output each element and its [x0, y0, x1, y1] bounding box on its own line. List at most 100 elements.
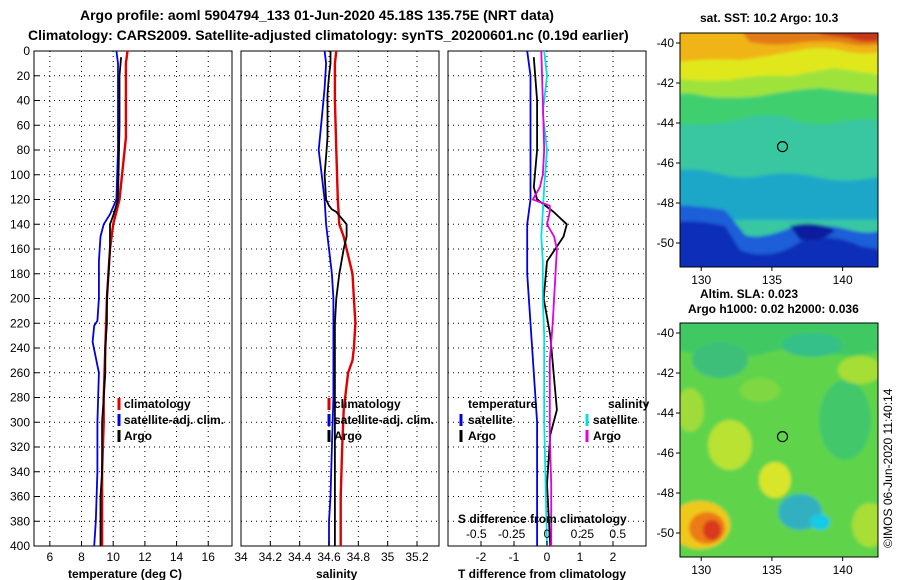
sla-map-image [680, 323, 878, 557]
imos-timestamp: ©IMOS 06-Jun-2020 11:40:14 [881, 388, 895, 548]
lat-tick-label: -42 [657, 76, 675, 90]
x-tick-label: 14 [170, 550, 184, 564]
legend-t-argo-label: Argo [468, 429, 496, 443]
salinity-series-group [317, 50, 357, 546]
temperature-grid [34, 51, 232, 546]
y-tick-label: 260 [10, 366, 30, 380]
sla-map-title-line2: Argo h1000: 0.02 h2000: 0.036 [688, 302, 859, 316]
series-line-s-argo [532, 50, 558, 546]
y-tick-label: 280 [10, 391, 30, 405]
s-difference-x-ticks: -0.5 -0.25 0 0.25 0.5 [466, 527, 626, 541]
s-difference-x-label: S difference from climatology [458, 512, 627, 526]
t-difference-x-ticks: -2 -1 0 1 2 [476, 541, 617, 564]
y-tick-label: 160 [10, 242, 30, 256]
y-tick-label: 120 [10, 193, 30, 207]
x-tick-label: 34.2 [259, 550, 283, 564]
legend-temperature-header: temperature [468, 397, 538, 411]
y-tick-label: 200 [10, 292, 30, 306]
sst-map-image [680, 33, 878, 267]
legend-argo-label: Argo [124, 429, 152, 443]
lat-tick-label: -48 [657, 486, 675, 500]
x-tick-label: -1 [509, 550, 520, 564]
legend-argo-label: Argo [334, 429, 362, 443]
lon-tick-label: 135 [762, 273, 782, 287]
difference-grid [448, 51, 646, 546]
lon-tick-label: 140 [833, 273, 853, 287]
lat-tick-label: -46 [657, 446, 675, 460]
y-tick-label: 100 [10, 168, 30, 182]
figure-title-line2: Climatology: CARS2009. Satellite-adjuste… [28, 27, 629, 43]
lat-tick-label: -42 [657, 366, 675, 380]
legend-climatology-label: climatology [124, 397, 191, 411]
series-line-satellite-adj-clim- [91, 50, 119, 547]
x-tick-label: 34.8 [347, 550, 371, 564]
x-tick-label: 10 [107, 550, 121, 564]
x-tick-label: -2 [476, 550, 487, 564]
lat-tick-label: -50 [657, 236, 675, 250]
temperature-profile-panel: 6 8 10 12 14 16 0 20 40 60 80 100 120 140 160 180 200 22… [10, 44, 233, 580]
difference-legend: temperature salinity satellite Argo sate… [459, 397, 650, 443]
series-line-argo [99, 57, 122, 546]
x-tick-label: 34.6 [317, 550, 341, 564]
t-difference-x-label: T difference from climatology [458, 567, 626, 580]
x-tick-label: 0 [544, 550, 551, 564]
s-tick-label: 0.25 [571, 527, 595, 541]
salinity-x-label: salinity [316, 567, 358, 580]
lon-tick-label: 135 [762, 563, 782, 577]
y-tick-label: 400 [10, 539, 30, 553]
x-tick-label: 1 [577, 550, 584, 564]
x-tick-label: 8 [78, 550, 85, 564]
x-tick-label: 35.2 [405, 550, 429, 564]
sla-map-title-line1: Altim. SLA: 0.023 [700, 287, 798, 301]
difference-profile-panel: -2 -1 0 1 2 -0.5 -0.25 0 0.25 0.5 S difference f… [447, 50, 650, 580]
legend-salinity-header: salinity [608, 397, 650, 411]
figure-title-line1: Argo profile: aoml 5904794_133 01-Jun-20… [80, 7, 554, 23]
temperature-legend: climatology satellite-adj. clim. Argo [117, 397, 224, 443]
series-line-argo [323, 51, 348, 546]
s-tick-label: 0 [544, 527, 551, 541]
difference-series-group [526, 50, 568, 547]
sla-map-frame [679, 322, 879, 558]
legend-climatology-label: climatology [334, 397, 401, 411]
lat-tick-label: -40 [657, 326, 675, 340]
salinity-grid [241, 51, 439, 546]
y-tick-label: 20 [17, 69, 31, 83]
x-tick-label: 16 [202, 550, 216, 564]
depth-y-ticks: 0 20 40 60 80 100 120 140 160 180 200 220 240 260 280 3… [10, 44, 39, 553]
y-tick-label: 60 [17, 118, 31, 132]
lat-tick-label: -46 [657, 156, 675, 170]
y-tick-label: 80 [17, 143, 31, 157]
sla-map-axes: -40 -42 -44 -46 -48 -50 130 135 140 [657, 326, 853, 577]
y-tick-label: 240 [10, 341, 30, 355]
salinity-legend: climatology satellite-adj. clim. Argo [327, 397, 434, 443]
lat-tick-label: -40 [657, 36, 675, 50]
salinity-x-ticks: 34 34.2 34.4 34.6 34.8 35 35.2 [234, 541, 429, 564]
series-line-climatology [333, 50, 357, 546]
sst-argo-location-marker [776, 141, 789, 153]
legend-t-satellite-label: satellite [468, 413, 513, 427]
y-tick-label: 220 [10, 316, 30, 330]
y-tick-label: 0 [23, 44, 30, 58]
legend-satellite-label: satellite-adj. clim. [124, 413, 224, 427]
temperature-x-ticks: 6 8 10 12 14 16 [46, 541, 215, 564]
lat-tick-label: -44 [657, 406, 675, 420]
series-line-satellite-adj-clim- [317, 50, 335, 546]
temperature-x-label: temperature (deg C) [68, 567, 182, 580]
x-tick-label: 35 [381, 550, 395, 564]
x-tick-label: 34.4 [288, 550, 312, 564]
y-tick-label: 320 [10, 440, 30, 454]
salinity-profile-panel: 34 34.2 34.4 34.6 34.8 35 35.2 salinity climat… [234, 50, 440, 580]
lat-tick-label: -48 [657, 196, 675, 210]
sla-argo-location-marker [776, 431, 789, 443]
lon-tick-label: 130 [691, 273, 711, 287]
y-tick-label: 180 [10, 267, 30, 281]
x-tick-label: 6 [46, 550, 53, 564]
legend-s-satellite-label: satellite [593, 413, 638, 427]
sst-map-title: sat. SST: 10.2 Argo: 10.3 [700, 11, 839, 25]
y-tick-label: 140 [10, 217, 30, 231]
lon-tick-label: 140 [833, 563, 853, 577]
legend-s-argo-label: Argo [593, 429, 621, 443]
temperature-series-group [91, 50, 129, 547]
y-tick-label: 300 [10, 415, 30, 429]
s-tick-label: -0.5 [466, 527, 487, 541]
